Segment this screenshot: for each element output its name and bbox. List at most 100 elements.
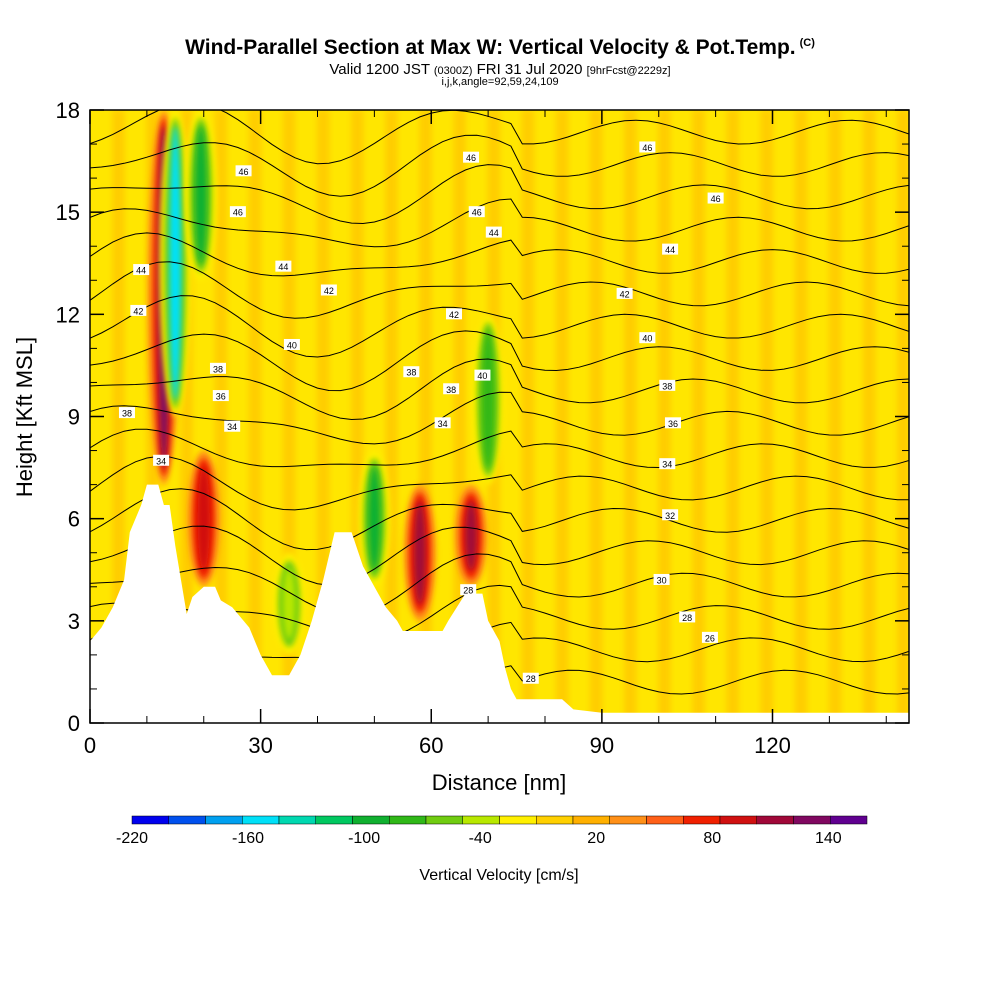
contour-label: 28 — [679, 611, 696, 623]
theta-contour — [90, 232, 909, 277]
contour-label: 46 — [639, 141, 656, 153]
contour-label: 32 — [662, 509, 679, 521]
contour-label-bg — [209, 362, 226, 374]
contour-label: 34 — [659, 458, 676, 470]
contour-label-bg — [639, 332, 656, 344]
theta-contour — [90, 295, 909, 358]
y-tick-label: 15 — [56, 200, 80, 225]
colorbar-tick-label: 20 — [587, 830, 605, 847]
theta-contour — [90, 110, 909, 165]
contour-label: 38 — [209, 362, 226, 374]
contour-label-bg — [118, 407, 135, 419]
contour-label: 38 — [118, 407, 135, 419]
colorbar-swatch — [830, 815, 868, 825]
y-tick-label: 6 — [68, 507, 80, 532]
contour-label-text: 40 — [642, 334, 652, 344]
theta-contour — [90, 553, 909, 616]
contour-label-bg — [664, 417, 681, 429]
contour-label-text: 34 — [156, 456, 166, 466]
contour-label-bg — [446, 308, 462, 320]
contour-label-text: 32 — [665, 511, 675, 521]
contour-label-bg — [153, 454, 170, 466]
contour-label: 46 — [229, 206, 246, 218]
valid-date: FRI 31 Jul 2020 — [476, 61, 583, 78]
updraft-cell — [465, 500, 478, 571]
contour-label-text: 42 — [449, 310, 459, 320]
contour-label: 42 — [616, 287, 633, 299]
x-tick-label: 90 — [590, 733, 614, 758]
downdraft-cell — [169, 126, 182, 401]
colorbar-swatch — [425, 815, 463, 825]
contour-label-bg — [616, 287, 633, 299]
contour-label-text: 44 — [489, 228, 499, 238]
colorbar-swatch — [572, 815, 610, 825]
contour-label-bg — [283, 338, 300, 350]
contour-label: 44 — [133, 264, 150, 276]
colorbar-swatch — [536, 815, 574, 825]
contour-label-bg — [662, 509, 679, 521]
colorbar: -220 -160 -100 -40 20 80 140 — [116, 815, 868, 847]
y-axis-label: Height [Kft MSL] — [12, 337, 37, 497]
y-tick-label: 12 — [56, 302, 80, 327]
colorbar-swatch — [462, 815, 500, 825]
contour-label-bg — [679, 611, 696, 623]
terrain-fill — [90, 484, 909, 723]
contour-label-bg — [212, 390, 229, 402]
colorbar-tick-label: -40 — [469, 830, 492, 847]
contour-label-text: 44 — [665, 245, 675, 255]
contour-label-text: 28 — [682, 613, 692, 623]
contour-label-text: 36 — [216, 392, 226, 402]
contour-label-text: 44 — [136, 266, 146, 276]
contour-label: 42 — [446, 308, 462, 320]
x-tick-label: 60 — [419, 733, 443, 758]
contour-label-bg — [474, 369, 491, 381]
colorbar-swatch — [315, 815, 353, 825]
contour-label-text: 40 — [287, 340, 297, 350]
contour-label: 40 — [639, 332, 656, 344]
colorbar-tick-label: -100 — [348, 830, 380, 847]
contour-label: 36 — [664, 417, 681, 429]
contour-label-text: 40 — [477, 371, 487, 381]
colorbar-swatch — [609, 815, 647, 825]
x-tick-label: 0 — [84, 733, 96, 758]
contour-label: 44 — [662, 243, 679, 255]
theta-contour — [90, 330, 909, 392]
contour-label: 30 — [653, 573, 670, 585]
velocity-band — [555, 110, 569, 723]
contour-label-text: 44 — [278, 262, 288, 272]
velocity-band — [624, 110, 637, 723]
velocity-band — [248, 110, 262, 723]
colorbar-swatch — [646, 815, 684, 825]
colorbar-swatch — [168, 815, 206, 825]
contour-label: 38 — [443, 383, 460, 395]
contour-label: 38 — [403, 366, 420, 378]
contour-label-bg — [662, 243, 679, 255]
contour-label-text: 34 — [227, 422, 237, 432]
downdraft-cell — [368, 466, 381, 571]
colorbar-tick-label: 140 — [815, 830, 842, 847]
contour-label-text: 30 — [657, 575, 667, 585]
chart-ijk-label: i,j,k,angle=92,59,24,109 — [441, 76, 559, 88]
chart-title-text: Wind-Parallel Section at Max W: Vertical… — [185, 36, 796, 59]
theta-contour — [90, 134, 909, 197]
forecast-label: [9hrFcst@2229z] — [586, 65, 671, 77]
contour-label-bg — [403, 366, 420, 378]
contour-label-text: 46 — [642, 143, 652, 153]
contour-label-bg — [229, 206, 246, 218]
contour-label: 38 — [659, 379, 676, 391]
contour-label: 28 — [460, 584, 477, 596]
velocity-band — [112, 110, 125, 723]
colorbar-tick-label: 80 — [703, 830, 721, 847]
contour-label-text: 28 — [463, 586, 473, 596]
contour-label: 46 — [235, 165, 252, 177]
colorbar-swatch — [131, 815, 169, 825]
contour-label: 34 — [434, 417, 451, 429]
contour-label: 40 — [474, 369, 491, 381]
theta-contour — [90, 525, 909, 586]
contour-label: 42 — [320, 284, 337, 296]
colorbar-swatch — [793, 815, 831, 825]
theta-contour — [90, 488, 909, 551]
velocity-band — [692, 110, 705, 723]
velocity-band — [214, 110, 228, 723]
